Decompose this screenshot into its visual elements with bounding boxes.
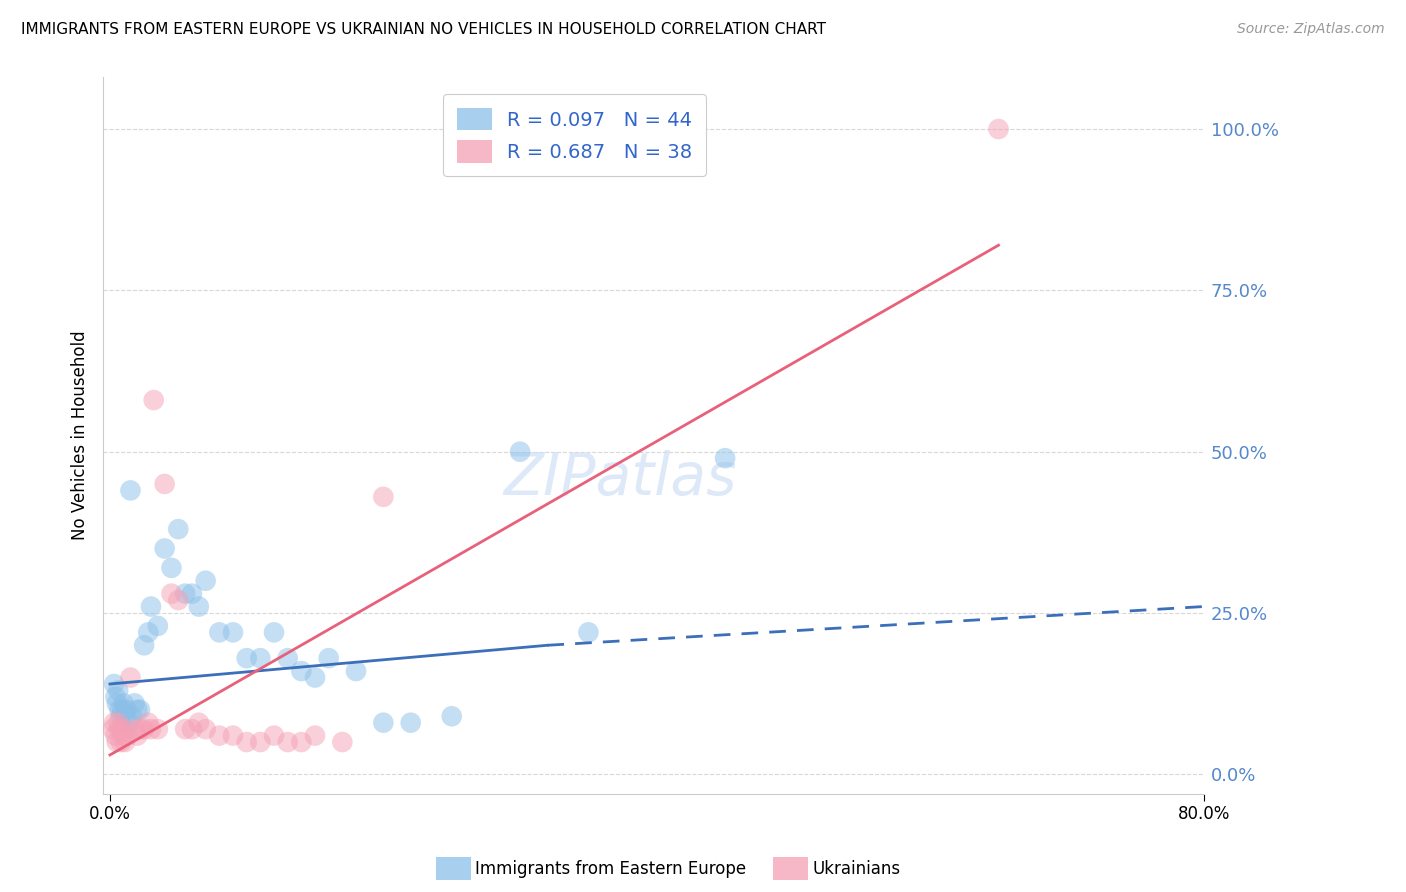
Point xyxy=(714,451,737,466)
Text: ZIPatlas: ZIPatlas xyxy=(503,450,737,507)
Point xyxy=(112,696,135,710)
Point xyxy=(187,715,209,730)
Text: Source: ZipAtlas.com: Source: ZipAtlas.com xyxy=(1237,22,1385,37)
Point xyxy=(167,593,190,607)
Point xyxy=(263,625,285,640)
Point xyxy=(344,664,367,678)
Point xyxy=(174,722,197,736)
Point xyxy=(160,587,183,601)
Point xyxy=(304,729,326,743)
Point xyxy=(153,541,176,556)
Point xyxy=(121,709,143,723)
Point xyxy=(277,735,299,749)
Point xyxy=(139,599,162,614)
Point xyxy=(330,735,353,749)
Point xyxy=(153,477,176,491)
Point xyxy=(129,703,152,717)
Point xyxy=(194,574,217,588)
Point xyxy=(108,722,131,736)
Point xyxy=(105,696,128,710)
Point xyxy=(134,722,156,736)
Point xyxy=(194,722,217,736)
Point xyxy=(222,729,245,743)
Point xyxy=(373,490,395,504)
Point xyxy=(115,729,138,743)
Text: Immigrants from Eastern Europe: Immigrants from Eastern Europe xyxy=(475,860,747,878)
Point xyxy=(146,619,169,633)
Point xyxy=(136,715,159,730)
Point xyxy=(129,722,152,736)
Point xyxy=(318,651,340,665)
Point xyxy=(187,599,209,614)
Point xyxy=(235,735,257,749)
Legend: R = 0.097   N = 44, R = 0.687   N = 38: R = 0.097 N = 44, R = 0.687 N = 38 xyxy=(443,95,706,177)
Point xyxy=(208,625,231,640)
Text: IMMIGRANTS FROM EASTERN EUROPE VS UKRAINIAN NO VEHICLES IN HOUSEHOLD CORRELATION: IMMIGRANTS FROM EASTERN EUROPE VS UKRAIN… xyxy=(21,22,827,37)
Point xyxy=(263,729,285,743)
Point xyxy=(249,651,271,665)
Point xyxy=(107,683,129,698)
Point xyxy=(290,664,312,678)
Point xyxy=(120,671,142,685)
Point xyxy=(181,722,204,736)
Point xyxy=(222,625,245,640)
Point xyxy=(127,729,149,743)
Point xyxy=(146,722,169,736)
Point xyxy=(136,625,159,640)
Point xyxy=(249,735,271,749)
Point xyxy=(139,722,162,736)
Point xyxy=(509,444,531,458)
Point xyxy=(107,715,129,730)
Point xyxy=(118,715,141,730)
Point xyxy=(181,587,204,601)
Point xyxy=(108,703,131,717)
Point xyxy=(142,393,165,408)
Point xyxy=(110,709,132,723)
Point xyxy=(110,735,132,749)
Point xyxy=(111,703,134,717)
Point xyxy=(277,651,299,665)
Point xyxy=(114,735,136,749)
Point xyxy=(290,735,312,749)
Point xyxy=(134,638,156,652)
Point xyxy=(160,561,183,575)
Point xyxy=(111,722,134,736)
Text: Ukrainians: Ukrainians xyxy=(813,860,901,878)
Point xyxy=(104,690,127,704)
Point xyxy=(103,715,125,730)
Point xyxy=(578,625,600,640)
Point xyxy=(124,722,146,736)
Point xyxy=(208,729,231,743)
Point xyxy=(112,729,135,743)
Point xyxy=(174,587,197,601)
Point xyxy=(114,709,136,723)
Point xyxy=(399,715,422,730)
Point xyxy=(373,715,395,730)
Point xyxy=(440,709,463,723)
Point xyxy=(104,729,127,743)
Point xyxy=(304,671,326,685)
Point xyxy=(115,703,138,717)
Point xyxy=(105,735,128,749)
Point xyxy=(101,722,124,736)
Point xyxy=(167,522,190,536)
Point xyxy=(987,122,1010,136)
Point xyxy=(120,483,142,498)
Point xyxy=(235,651,257,665)
Point xyxy=(124,696,146,710)
Point xyxy=(103,677,125,691)
Point xyxy=(127,703,149,717)
Y-axis label: No Vehicles in Household: No Vehicles in Household xyxy=(72,331,89,541)
